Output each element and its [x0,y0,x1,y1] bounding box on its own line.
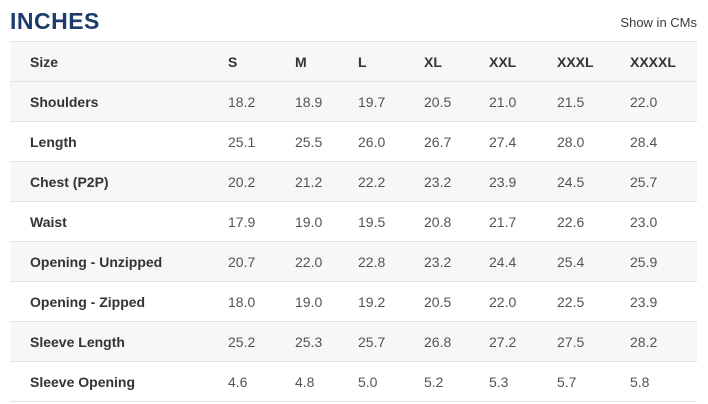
row-label: Opening - Zipped [30,293,146,310]
size-col-header: Size [30,53,59,70]
table-row: Sleeve Length 25.2 25.3 25.7 26.8 27.2 2… [10,321,697,362]
value-cell: 25.7 [630,173,658,190]
value-cell: 21.7 [489,213,517,230]
value-cell: 22.0 [489,293,517,310]
table-row: Opening - Unzipped 20.7 22.0 22.8 23.2 2… [10,241,697,282]
value-cell: 23.2 [424,173,452,190]
value-cell: 25.3 [295,333,323,350]
row-label: Sleeve Length [30,333,125,350]
col-header-xl: XL [424,53,442,70]
value-cell: 5.8 [630,373,650,390]
table-row: Sleeve Opening 4.6 4.8 5.0 5.2 5.3 5.7 5… [10,361,697,402]
value-cell: 18.9 [295,93,323,110]
col-header-s: S [228,53,238,70]
value-cell: 25.1 [228,133,256,150]
value-cell: 22.8 [358,253,386,270]
value-cell: 5.0 [358,373,378,390]
value-cell: 26.0 [358,133,386,150]
value-cell: 23.0 [630,213,658,230]
value-cell: 5.3 [489,373,509,390]
col-header-xxxxl: XXXXL [630,53,676,70]
value-cell: 22.5 [557,293,585,310]
value-cell: 21.0 [489,93,517,110]
value-cell: 25.4 [557,253,585,270]
table-row: Length 25.1 25.5 26.0 26.7 27.4 28.0 28.… [10,121,697,162]
size-chart-table: Size S M L XL XXL XXXL XXXXL Shoulders 1… [10,41,697,402]
value-cell: 28.0 [557,133,585,150]
value-cell: 24.5 [557,173,585,190]
value-cell: 27.5 [557,333,585,350]
value-cell: 23.9 [630,293,658,310]
row-label: Length [30,133,77,150]
value-cell: 4.6 [228,373,248,390]
value-cell: 22.2 [358,173,386,190]
value-cell: 25.7 [358,333,386,350]
value-cell: 21.5 [557,93,585,110]
value-cell: 27.4 [489,133,517,150]
row-label: Chest (P2P) [30,173,109,190]
value-cell: 20.8 [424,213,452,230]
table-row: Opening - Zipped 18.0 19.0 19.2 20.5 22.… [10,281,697,322]
value-cell: 17.9 [228,213,256,230]
value-cell: 24.4 [489,253,517,270]
value-cell: 20.2 [228,173,256,190]
value-cell: 26.7 [424,133,452,150]
value-cell: 28.2 [630,333,658,350]
row-label: Shoulders [30,93,99,110]
table-header-row: Size S M L XL XXL XXXL XXXXL [10,41,697,82]
value-cell: 19.0 [295,213,323,230]
size-chart-header-bar: INCHES Show in CMs [0,0,708,41]
table-row: Shoulders 18.2 18.9 19.7 20.5 21.0 21.5 … [10,81,697,122]
value-cell: 18.2 [228,93,256,110]
value-cell: 19.2 [358,293,386,310]
value-cell: 22.0 [630,93,658,110]
value-cell: 19.0 [295,293,323,310]
col-header-m: M [295,53,307,70]
value-cell: 26.8 [424,333,452,350]
col-header-xxxl: XXXL [557,53,594,70]
value-cell: 22.0 [295,253,323,270]
row-label: Opening - Unzipped [30,253,163,270]
value-cell: 21.2 [295,173,323,190]
value-cell: 5.2 [424,373,444,390]
value-cell: 23.2 [424,253,452,270]
value-cell: 27.2 [489,333,517,350]
value-cell: 18.0 [228,293,256,310]
value-cell: 25.9 [630,253,658,270]
value-cell: 25.2 [228,333,256,350]
value-cell: 28.4 [630,133,658,150]
value-cell: 20.5 [424,293,452,310]
value-cell: 22.6 [557,213,585,230]
table-row: Chest (P2P) 20.2 21.2 22.2 23.2 23.9 24.… [10,161,697,202]
show-in-cms-toggle[interactable]: Show in CMs [620,11,697,30]
value-cell: 19.5 [358,213,386,230]
page-title: INCHES [10,8,100,34]
value-cell: 20.5 [424,93,452,110]
row-label: Waist [30,213,67,230]
value-cell: 20.7 [228,253,256,270]
value-cell: 19.7 [358,93,386,110]
value-cell: 25.5 [295,133,323,150]
value-cell: 4.8 [295,373,315,390]
value-cell: 5.7 [557,373,577,390]
col-header-l: L [358,53,367,70]
table-row: Waist 17.9 19.0 19.5 20.8 21.7 22.6 23.0 [10,201,697,242]
row-label: Sleeve Opening [30,373,136,390]
col-header-xxl: XXL [489,53,517,70]
value-cell: 23.9 [489,173,517,190]
